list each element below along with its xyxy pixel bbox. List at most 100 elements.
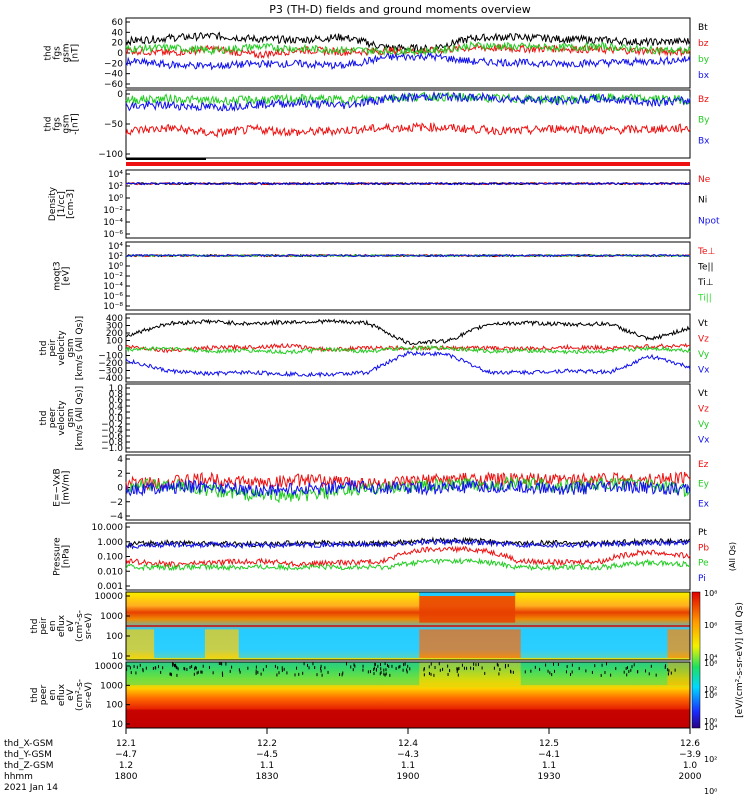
peerspec-dot — [623, 670, 625, 674]
ytick-label: 10⁴ — [108, 170, 123, 180]
ytick-label: 0 — [117, 49, 123, 59]
legend-item: Bx — [698, 136, 710, 146]
colorbar-tick: 10⁴ — [704, 723, 717, 732]
peerspec-dot — [664, 665, 666, 669]
panel-peerspec: 10000 1000 100 10 thd peer en eflux eV (cm²-s-sr-… — [30, 661, 691, 730]
peerspec-dot — [170, 672, 172, 676]
peerspec-dot — [191, 664, 193, 668]
legend-item: Pb — [698, 543, 709, 553]
peerspec-dot — [434, 665, 436, 669]
pressure-frame — [125, 522, 691, 591]
peerspec-dot — [197, 670, 199, 674]
ylabel-line: peer — [39, 684, 49, 705]
colorbar-label: [eV/(cm²-s-sr-eV)] (All Qs) — [735, 602, 745, 718]
footer-value: 12.1 — [116, 739, 136, 749]
ytick-label: 10 — [112, 720, 124, 730]
legend-item: Bz — [698, 95, 709, 105]
peerspec-dot — [321, 673, 323, 677]
ylabel-line: fgs — [53, 117, 63, 131]
peerspec-dot — [470, 666, 472, 670]
peerspec-dot — [493, 666, 495, 670]
ylabel-line: [cm-3] — [66, 189, 76, 219]
ylabel-line: [eV] — [62, 267, 72, 286]
peerspec-dot — [342, 671, 344, 675]
peerspec-dot — [645, 669, 647, 673]
ylabel-line: eV — [66, 688, 76, 701]
peerspec-dot — [218, 662, 220, 666]
peerspec-dot — [352, 668, 354, 672]
ylabel-line: peir — [48, 339, 58, 357]
peerspec-dot — [362, 668, 364, 672]
footer-value: 12.6 — [680, 739, 700, 749]
peerspec-dot — [499, 667, 501, 671]
peerspec-dot — [350, 665, 352, 669]
peerspec-dot — [202, 664, 204, 668]
peerspec-dot — [154, 666, 156, 670]
peirspec-band — [204, 629, 239, 658]
ytick-label: 1.000 — [97, 538, 123, 548]
ylabel-line: (cm²-s- — [75, 679, 85, 711]
ylabel-line: thd — [30, 688, 40, 703]
peerspec-dot — [626, 673, 628, 677]
peerspec-dot — [630, 668, 632, 672]
ylabel-line: thd — [39, 411, 49, 426]
footer-value: −4.1 — [538, 750, 560, 760]
ytick-label: 1000 — [100, 612, 123, 622]
ytick-label: −1.0 — [101, 444, 123, 454]
peerspec-dot — [375, 668, 377, 672]
peerspec-dot — [406, 668, 408, 672]
peerspec-dot — [553, 662, 555, 666]
ylabel-line: eV — [66, 619, 76, 632]
peerspec-dot — [183, 666, 185, 670]
ylabel-line: thd — [44, 117, 54, 132]
footer-value: 12.2 — [257, 739, 277, 749]
ytick-label: 10 — [112, 652, 124, 662]
peerspec-dot — [281, 666, 283, 670]
peerspec-dot — [175, 665, 177, 669]
peerspec-dot — [139, 663, 141, 667]
peerspec-dot — [152, 666, 154, 670]
ytick-label: 10000 — [94, 592, 123, 602]
ylabel-line: peer — [48, 407, 58, 428]
legend-item: Pi — [698, 574, 706, 584]
peerspec-dot — [457, 667, 459, 671]
legend-item: Ne — [698, 175, 711, 185]
footer-row-label: thd_Z-GSM — [4, 761, 53, 771]
peerspec-dot — [186, 667, 188, 671]
series-Vy — [125, 344, 691, 355]
peerspec-dot — [457, 673, 459, 677]
peerspec-dot — [398, 665, 400, 669]
ytick-label: −20 — [104, 59, 123, 69]
peerspec-dot — [212, 671, 214, 675]
peerspec-dot — [374, 662, 376, 666]
series-Ex — [125, 479, 691, 497]
peerspec-dot — [308, 666, 310, 670]
peerspec-dot — [585, 669, 587, 673]
peerspec-dot — [320, 664, 322, 668]
peerspec-dot — [477, 663, 479, 667]
ytick-label: 10⁻⁴ — [103, 218, 123, 228]
ytick-label: 1000 — [100, 681, 123, 691]
legend-item: Ey — [698, 480, 710, 490]
peerspec-dot — [665, 664, 667, 668]
peerspec-dot — [594, 664, 596, 668]
ylabel-line: gsm — [62, 114, 72, 133]
ytick-label: 0 — [117, 484, 123, 494]
peerspec-dot — [668, 669, 670, 673]
peerspec-dot — [386, 663, 388, 667]
peerspec-dot — [177, 667, 179, 671]
peerspec-dot — [428, 671, 430, 675]
peerspec-dot — [428, 665, 430, 669]
peerspec-dot — [327, 670, 329, 674]
peerspec-dot — [126, 667, 128, 671]
peerspec-dot — [374, 663, 376, 667]
peerspec-dot — [423, 668, 425, 672]
ylabel-line: velocity — [57, 330, 67, 366]
peerspec-dot — [173, 663, 175, 667]
peerspec-dot — [339, 673, 341, 677]
peerspec-dot — [247, 666, 249, 670]
peerspec-dot — [221, 671, 223, 675]
peerspec-dot — [407, 664, 409, 668]
peerspec-dot — [373, 667, 375, 671]
footer-value: −4.3 — [397, 750, 419, 760]
